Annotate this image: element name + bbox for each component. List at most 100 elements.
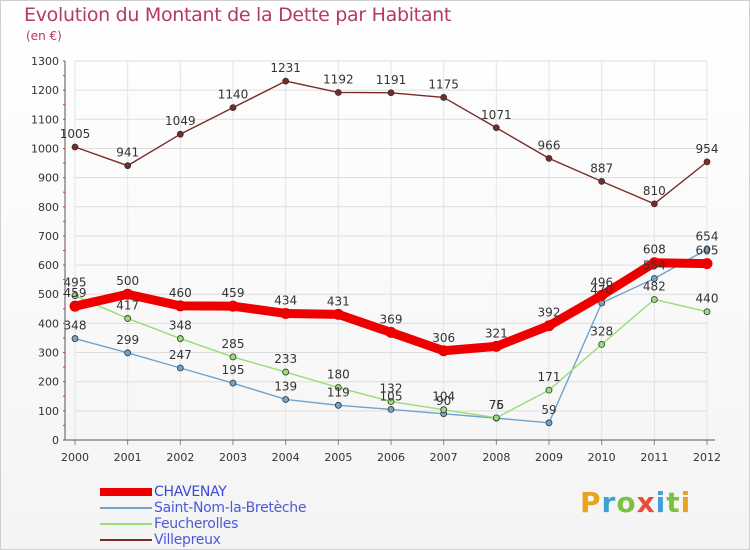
y-tick-label: 1100 (31, 113, 59, 126)
data-label: 139 (274, 379, 297, 393)
data-label: 105 (380, 389, 403, 403)
data-point (282, 396, 290, 403)
data-point (69, 300, 81, 312)
data-point (334, 89, 342, 96)
data-point (545, 386, 553, 394)
data-label: 76 (489, 398, 504, 412)
legend-swatch (100, 507, 152, 509)
data-point (701, 258, 713, 270)
data-point (334, 384, 342, 391)
data-label: 90 (436, 394, 451, 408)
data-point (648, 257, 660, 269)
y-tick-label: 300 (38, 347, 59, 360)
chart-title: Evolution du Montant de la Dette par Hab… (24, 4, 452, 26)
data-label: 459 (222, 286, 245, 300)
data-label: 171 (538, 370, 561, 384)
y-tick-label: 1000 (31, 142, 59, 155)
data-point (229, 353, 237, 361)
x-tick-label: 2011 (640, 451, 668, 464)
data-label: 500 (116, 274, 139, 288)
data-label: 1175 (428, 77, 459, 91)
data-point (229, 379, 237, 387)
logo-letter: r (601, 486, 617, 519)
data-point (282, 77, 290, 85)
data-point (282, 368, 290, 376)
logo-letter: P (580, 486, 602, 519)
legend-label: Villepreux (154, 532, 221, 548)
y-tick-label: 600 (38, 259, 59, 272)
data-label: 605 (696, 244, 719, 258)
data-label: 460 (169, 286, 192, 300)
y-tick-label: 400 (38, 317, 59, 330)
chart-subtitle: (en €) (26, 29, 62, 43)
x-tick-label: 2009 (535, 451, 563, 464)
y-tick-label: 1200 (31, 84, 59, 97)
data-point (596, 289, 608, 301)
y-tick-label: 900 (38, 172, 59, 185)
data-point (440, 406, 448, 414)
data-point (229, 104, 237, 112)
x-tick-label: 2002 (166, 451, 194, 464)
legend-swatch (100, 488, 152, 496)
data-label: 233 (274, 352, 297, 366)
data-label: 887 (590, 161, 613, 175)
axes: 0 100 200 300 400 500 600 700 800 900 1000 1100 1200… (31, 55, 721, 464)
series-lines (69, 77, 713, 427)
data-point (703, 308, 711, 316)
data-label: 321 (485, 326, 508, 340)
data-point (124, 315, 132, 322)
data-label: 104 (432, 390, 455, 404)
x-tick-label: 2006 (377, 451, 405, 464)
data-label: 369 (380, 312, 403, 326)
data-point (438, 345, 450, 357)
data-label: 554 (643, 258, 666, 272)
data-point (176, 364, 184, 372)
x-tick-label: 2008 (482, 451, 510, 464)
y-tick-label: 700 (38, 230, 59, 243)
data-point (385, 326, 397, 338)
data-label: 941 (116, 146, 139, 160)
data-point (71, 335, 79, 342)
data-point (650, 296, 658, 303)
data-point (71, 292, 79, 300)
data-label: 1071 (481, 108, 512, 122)
data-point (124, 349, 132, 357)
data-point (492, 124, 500, 132)
data-point (176, 130, 184, 138)
data-label: 1005 (60, 127, 91, 141)
data-label: 75 (489, 398, 504, 412)
data-label: 1140 (218, 88, 249, 102)
data-point (227, 300, 239, 312)
legend-label: CHAVENAY (154, 484, 227, 500)
x-tick-label: 2005 (324, 451, 352, 464)
data-point (174, 300, 186, 312)
logo-letter: i (680, 486, 692, 519)
data-point (122, 288, 134, 300)
data-label: 348 (169, 319, 192, 333)
x-tick-label: 2007 (430, 451, 458, 464)
logo-letter: i (655, 486, 667, 519)
data-label: 431 (327, 294, 350, 308)
data-point (387, 89, 395, 97)
data-labels: 1005 941 1049 1140 1231 1192 1191 1175 1071 966 88… (60, 61, 719, 417)
x-tick-label: 2012 (693, 451, 721, 464)
data-label: 306 (432, 331, 455, 345)
data-point (650, 275, 658, 282)
data-label: 132 (380, 382, 403, 396)
data-label: 1049 (165, 114, 196, 128)
data-label: 440 (696, 292, 719, 306)
logo-letter: x (636, 486, 656, 519)
data-label: 119 (327, 385, 350, 399)
data-label: 482 (643, 279, 666, 293)
data-label: 1231 (270, 61, 301, 75)
data-label: 247 (169, 348, 192, 362)
data-point (176, 335, 184, 342)
data-label: 1192 (323, 72, 354, 86)
data-point (71, 143, 79, 151)
data-label: 348 (64, 319, 87, 333)
data-point (650, 200, 658, 208)
x-tick-label: 2004 (272, 451, 300, 464)
data-point (545, 154, 553, 162)
data-label: 654 (696, 229, 719, 243)
